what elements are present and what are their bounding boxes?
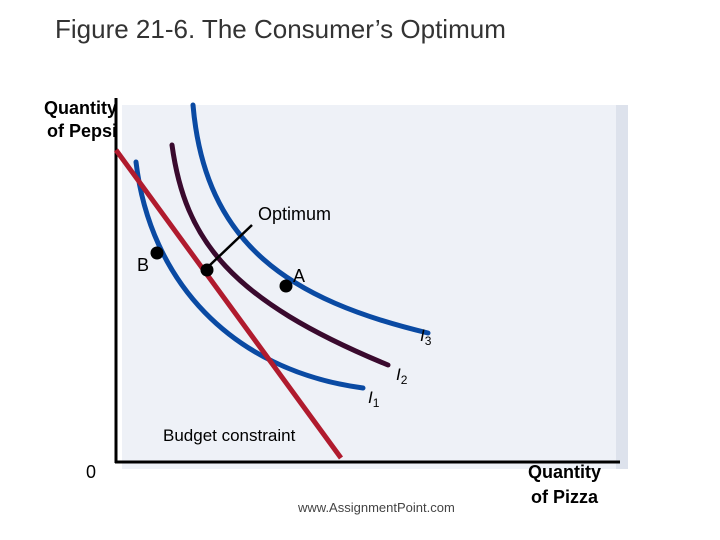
indifference-curve-i3 [190, 102, 431, 336]
optimum-point-marker [200, 263, 214, 277]
optimum-pointer-line [209, 224, 253, 266]
plot-area-right-shadow [616, 105, 628, 469]
curve-label-i1-letter: I [368, 388, 373, 407]
curve-label-i2-subscript: 2 [400, 373, 408, 387]
curve-label-i1-subscript: 1 [372, 396, 380, 410]
x-axis-label-line2: of Pizza [531, 487, 599, 507]
budget-constraint-label: Budget constraint [163, 426, 296, 445]
figure-title: Figure 21-6. The Consumer’s Optimum [55, 14, 506, 44]
curve-label-i2: I2 [396, 365, 407, 387]
curve-label-i2-letter: I [396, 365, 401, 384]
indifference-curve-i1 [133, 159, 366, 391]
footer-watermark: www.AssignmentPoint.com [298, 500, 455, 515]
optimum-label: Optimum [258, 204, 332, 224]
indifference-curve-i2 [169, 142, 391, 368]
curve-label-i1: I1 [368, 388, 379, 410]
origin-label: 0 [86, 462, 97, 482]
curve-label-i3-letter: I [420, 326, 425, 345]
y-axis-label: Quantity of Pepsi [44, 97, 117, 143]
point-a-marker [279, 279, 293, 293]
y-axis-label-line2: of Pepsi [46, 121, 117, 141]
budget-constraint-line [113, 148, 344, 460]
curve-label-i3: I3 [420, 326, 431, 348]
y-axis-label-line1: Quantity [43, 98, 117, 118]
point-b-marker [150, 246, 164, 260]
x-axis-label-line1: Quantity [528, 462, 602, 482]
x-axis-label: Quantity of Pizza [528, 460, 601, 510]
plot-area-shadow [122, 105, 628, 469]
point-a-label: A [293, 266, 306, 286]
curve-label-i3-subscript: 3 [424, 334, 432, 348]
point-b-label: B [137, 255, 150, 275]
